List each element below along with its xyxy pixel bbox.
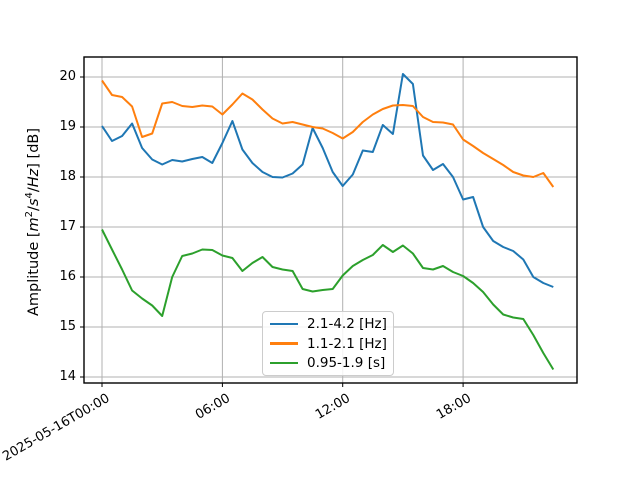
series-line-1 <box>101 79 555 188</box>
y-tick-label: 16 <box>59 269 76 284</box>
y-axis-label-part: / <box>25 187 42 193</box>
y-axis-label-part: 2 <box>24 210 36 218</box>
plot-border <box>83 56 578 384</box>
y-tick-label: 14 <box>59 369 76 384</box>
y-tick-label: 15 <box>59 319 76 334</box>
legend-line-swatch-green <box>270 361 298 365</box>
y-axis-label-part: 4 <box>24 192 36 199</box>
series-line-2 <box>101 229 555 371</box>
y-tick-label: 20 <box>59 69 76 84</box>
legend-line-swatch-blue <box>270 322 298 326</box>
legend-label: 0.95-1.9 [s] <box>307 355 386 372</box>
y-tick-label: 18 <box>59 169 76 184</box>
y-tick-label: 19 <box>59 119 76 134</box>
legend-entry: 0.95-1.9 [s] <box>263 353 393 373</box>
y-tick-label: 17 <box>59 219 76 234</box>
legend-label: 2.1-4.2 [Hz] <box>307 315 387 332</box>
series-line-0 <box>101 73 554 288</box>
y-axis-label-part: s <box>25 198 42 207</box>
legend-entry: 2.1-4.2 [Hz] <box>263 314 393 334</box>
legend-entry: 1.1-2.1 [Hz] <box>263 334 393 354</box>
legend: 2.1-4.2 [Hz] 1.1-2.1 [Hz] 0.95-1.9 [s] <box>262 311 394 376</box>
legend-label: 1.1-2.1 [Hz] <box>307 335 387 352</box>
y-axis-label-part: / <box>25 206 42 211</box>
legend-line-swatch-orange <box>270 342 298 345</box>
